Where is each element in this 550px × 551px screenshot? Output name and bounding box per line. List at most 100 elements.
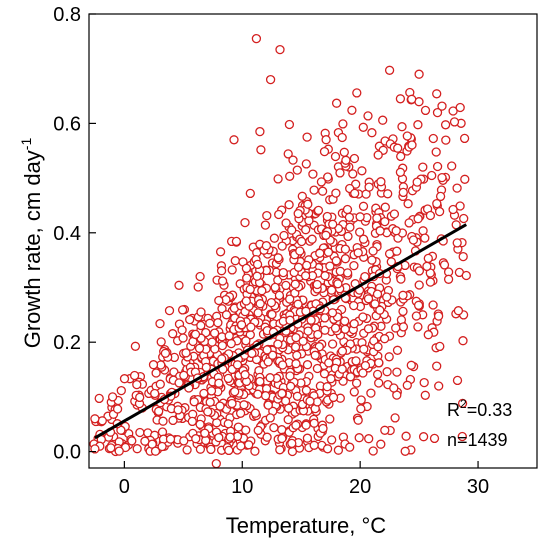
data-point — [337, 346, 348, 356]
data-point — [313, 205, 324, 216]
data-point — [251, 33, 262, 44]
axes: 0 10 20 30 0.0 0.2 0.4 0.6 0.8 — [53, 4, 538, 498]
data-point — [173, 405, 183, 415]
data-point — [107, 392, 118, 402]
data-point — [277, 241, 287, 251]
data-point — [273, 339, 283, 349]
x-tick-label: 0 — [119, 476, 130, 498]
data-point — [277, 433, 287, 444]
data-point — [379, 334, 390, 344]
data-point — [372, 369, 383, 380]
data-point — [301, 225, 311, 235]
data-point — [267, 309, 277, 320]
data-point — [150, 388, 160, 399]
data-point — [393, 143, 403, 153]
data-point — [309, 418, 319, 428]
data-point — [370, 299, 380, 309]
data-point — [312, 363, 323, 374]
data-point — [342, 204, 353, 215]
data-point — [374, 378, 384, 388]
data-point — [342, 268, 353, 278]
data-point — [383, 189, 393, 199]
data-point — [291, 332, 301, 343]
data-point — [195, 419, 205, 430]
data-point — [295, 246, 305, 256]
data-point — [414, 266, 425, 276]
data-point — [348, 169, 358, 179]
data-point — [239, 400, 249, 410]
data-point — [407, 94, 417, 104]
data-point — [437, 101, 447, 111]
data-point — [355, 212, 365, 222]
data-point — [255, 126, 265, 137]
data-point — [372, 213, 382, 223]
data-point — [458, 336, 468, 346]
data-point — [199, 388, 209, 399]
data-point — [217, 304, 227, 314]
data-point — [363, 324, 374, 334]
data-point — [420, 233, 430, 243]
data-point — [266, 297, 277, 308]
data-point — [353, 415, 363, 425]
data-point — [407, 140, 417, 150]
data-point — [441, 135, 451, 145]
data-point — [384, 65, 395, 75]
data-point — [458, 251, 468, 262]
data-point — [203, 407, 213, 417]
data-point — [236, 441, 246, 451]
data-point — [211, 458, 221, 469]
data-point — [418, 162, 428, 172]
data-point — [292, 350, 302, 361]
data-point — [215, 247, 226, 257]
data-point — [354, 433, 364, 443]
data-point — [279, 230, 289, 241]
data-point — [242, 273, 252, 283]
data-point — [440, 120, 451, 130]
data-point — [427, 170, 437, 181]
data-point — [373, 150, 383, 160]
data-point — [461, 270, 471, 281]
data-point — [343, 231, 353, 242]
data-point — [414, 69, 424, 79]
data-point — [209, 328, 220, 338]
data-point — [319, 146, 330, 157]
data-point — [398, 187, 408, 198]
data-point — [185, 314, 195, 325]
data-point — [232, 360, 243, 370]
data-point — [253, 389, 263, 399]
data-point — [347, 105, 357, 115]
data-point — [265, 413, 275, 423]
data-point — [328, 392, 339, 403]
data-point — [350, 188, 360, 199]
data-point — [392, 367, 402, 377]
data-point — [285, 381, 296, 391]
data-point — [287, 225, 297, 235]
data-point — [396, 274, 406, 284]
data-point — [267, 350, 278, 360]
data-point — [333, 279, 343, 289]
data-point — [400, 446, 410, 456]
data-point — [275, 44, 285, 55]
data-point — [241, 336, 251, 346]
data-point — [214, 295, 224, 306]
data-point — [325, 414, 335, 424]
data-point — [366, 388, 376, 398]
data-point — [432, 107, 443, 118]
data-point — [303, 199, 313, 209]
data-point — [398, 290, 408, 300]
data-point — [155, 318, 165, 329]
regression-line — [94, 223, 468, 440]
data-point — [112, 404, 123, 414]
data-point — [94, 393, 104, 404]
data-point — [135, 392, 145, 403]
data-point — [340, 254, 351, 264]
data-point — [127, 436, 137, 446]
data-point — [376, 177, 386, 187]
data-point — [90, 414, 100, 424]
data-point — [151, 368, 161, 378]
data-point — [380, 202, 390, 212]
data-point — [320, 313, 330, 323]
data-point — [158, 416, 168, 426]
data-point — [261, 241, 272, 251]
data-point — [106, 443, 116, 453]
